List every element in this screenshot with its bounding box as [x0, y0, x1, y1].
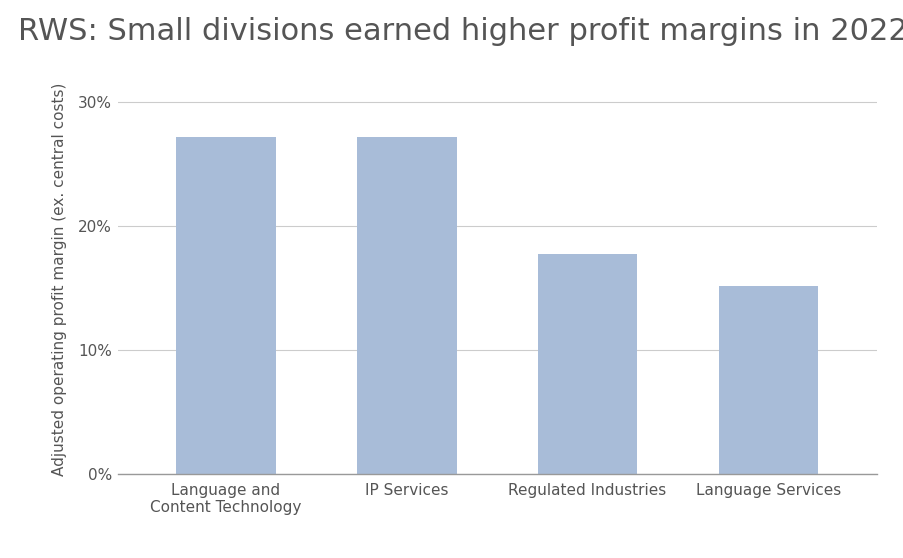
- Bar: [176, 137, 275, 474]
- Y-axis label: Adjusted operating profit margin (ex. central costs): Adjusted operating profit margin (ex. ce…: [51, 83, 67, 475]
- Bar: [718, 286, 817, 474]
- Text: RWS: Small divisions earned higher profit margins in 2022: RWS: Small divisions earned higher profi…: [18, 17, 903, 46]
- Bar: [357, 137, 456, 474]
- Bar: [537, 253, 637, 474]
